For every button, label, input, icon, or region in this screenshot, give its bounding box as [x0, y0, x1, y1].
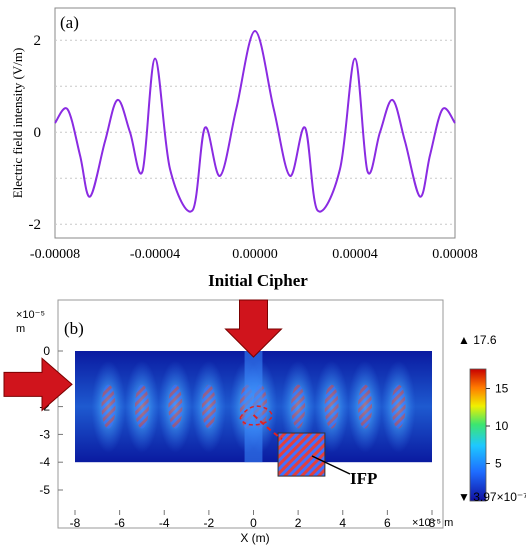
field-fringe	[391, 384, 406, 429]
x-tick-label: -0.00008	[30, 247, 80, 258]
colorbar-tick-labels: 15 10 5	[486, 382, 509, 471]
colorbar	[469, 368, 487, 502]
ifp-region	[239, 405, 326, 477]
colorbar-tick-label: 10	[495, 419, 509, 433]
line-chart: -2 0 2 -0.00008 -0.00004 0.00000 0.00004 0.000…	[10, 7, 478, 258]
x-tick-labels: -0.00008 -0.00004 0.00000 0.00004 0.00008	[30, 247, 478, 258]
x-tick-label: 0.00008	[432, 247, 478, 258]
y-tick-label: 0	[34, 125, 42, 141]
x-axis-label: X (m)	[240, 531, 269, 545]
initial-cipher-arrow	[224, 299, 283, 358]
colorbar-tick-label: 5	[495, 457, 502, 471]
y-tick-label: 2	[34, 33, 42, 49]
left-input-arrow	[3, 357, 73, 412]
y-tick-label: -5	[39, 483, 50, 497]
x-tick-label: 2	[295, 516, 302, 530]
ifp-path	[239, 405, 273, 426]
y-exponent-label: ×10⁻⁵	[16, 309, 45, 321]
field-fringe	[358, 384, 373, 429]
x-tick-label: 6	[384, 516, 391, 530]
y-tick-labels: -2 0 2	[29, 33, 42, 233]
y-axis-label: Electric field intensity (V/m)	[10, 48, 25, 199]
colorbar-tick-label: 15	[495, 382, 509, 396]
x-tick-label: 8	[429, 516, 436, 530]
grid-lines	[55, 39, 455, 225]
ifp-pointer-line	[311, 455, 351, 475]
x-tick-label: -6	[114, 516, 125, 530]
ifp-label: IFP	[350, 469, 377, 488]
colorbar-min-label: ▼ 3.97×10⁻⁷	[458, 490, 526, 504]
y-tick-label: -3	[39, 427, 50, 441]
x-tick-label: -2	[204, 516, 215, 530]
plot-frame-a	[54, 7, 456, 239]
x-tick-labels-b: -8 -6 -4 -2 0 2 4 6 8	[70, 510, 436, 530]
ifp-path	[252, 414, 283, 440]
series-line	[54, 29, 456, 213]
field-fringe	[101, 384, 116, 429]
x-tick-label: 0	[250, 516, 257, 530]
field-fringe	[291, 384, 306, 429]
initial-cipher-label: Initial Cipher	[208, 271, 308, 290]
x-exponent-label: ×10⁻⁵ m	[412, 517, 453, 529]
x-tick-label: -4	[159, 516, 170, 530]
panel-label-a: (a)	[60, 13, 79, 32]
x-tick-label: -0.00004	[130, 247, 180, 258]
y-unit-label: m	[16, 323, 25, 335]
x-tick-label: 0.00004	[332, 247, 378, 258]
y-tick-label: -2	[29, 217, 42, 233]
ifp-square	[277, 432, 326, 477]
field-fringe	[324, 384, 339, 429]
colorbar-max-label: ▲ 17.6	[458, 333, 497, 347]
field-fringe	[134, 384, 149, 429]
y-tick-label: -4	[39, 455, 50, 469]
x-tick-label: 0.00000	[232, 247, 278, 258]
x-tick-label: -8	[70, 516, 81, 530]
field-fringe	[168, 384, 183, 429]
field-fringe	[201, 384, 216, 429]
x-tick-label: 4	[339, 516, 346, 530]
y-tick-label: 0	[43, 344, 50, 358]
panel-label-b: (b)	[64, 319, 84, 338]
